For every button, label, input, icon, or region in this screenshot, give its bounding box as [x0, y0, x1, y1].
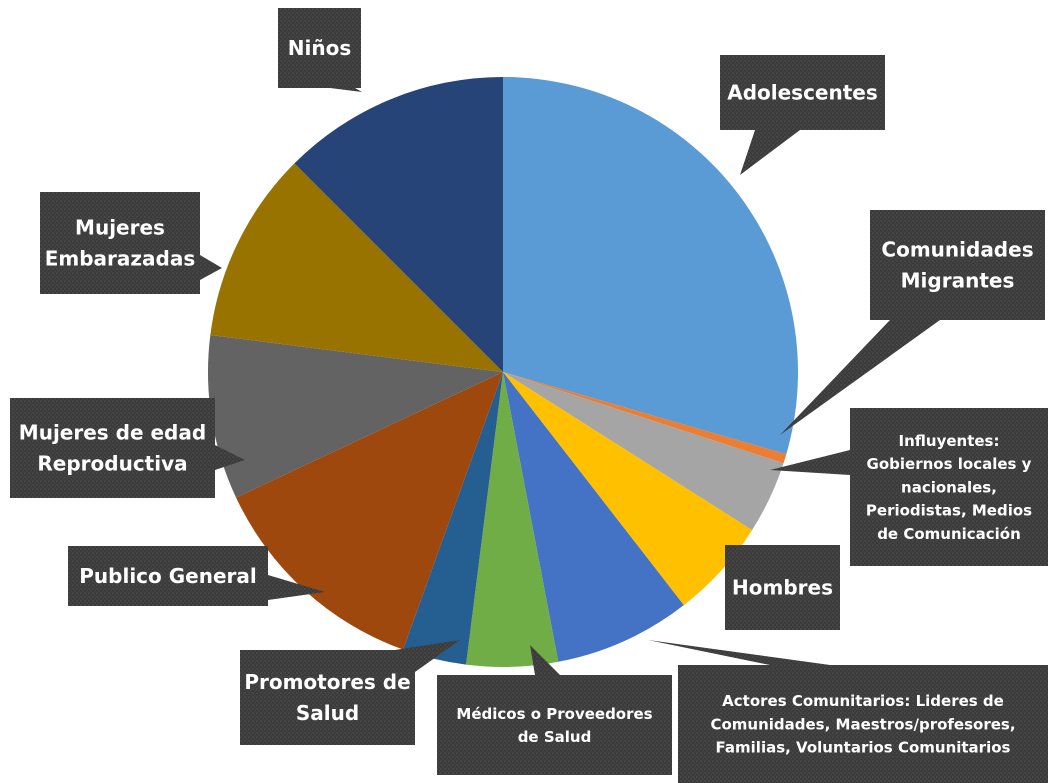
callout-text: Publico General	[79, 564, 256, 588]
pie-slice	[503, 77, 798, 455]
callout-box	[725, 545, 840, 630]
callout-box	[720, 55, 885, 130]
callout-text: de Comunicación	[877, 525, 1021, 543]
callout-text: Salud	[296, 701, 359, 725]
callout-leader	[740, 130, 800, 175]
callout-text: Gobiernos locales y	[867, 455, 1032, 473]
callout-text: Mujeres de edad	[19, 421, 206, 445]
callout-label: Hombres	[725, 545, 840, 630]
callout-box	[40, 192, 200, 294]
callout-leader	[648, 640, 830, 665]
callout-label: Niños	[278, 8, 362, 92]
callout-leader	[330, 88, 362, 92]
callout-box	[68, 546, 268, 606]
callout-leader	[215, 445, 245, 470]
callout-label: Mujeres Embarazadas	[40, 192, 222, 294]
callout-box	[678, 665, 1048, 783]
callout-text: Influyentes:	[899, 432, 1000, 450]
pie-slice	[210, 163, 503, 372]
pie-slice	[503, 372, 784, 531]
callout-text: Hombres	[732, 576, 833, 600]
callout-text: Comunidades	[881, 238, 1033, 262]
callout-label: Actores Comunitarios: Lideres de Comunida…	[648, 640, 1048, 783]
pie-slice	[503, 372, 753, 606]
pie-callouts: Adolescentes Comunidades Migrantes Influyen…	[10, 8, 1048, 783]
pie-slice	[403, 372, 503, 665]
callout-text: Comunidades, Maestros/profesores,	[710, 715, 1015, 733]
pie-slice	[466, 372, 559, 667]
callout-text: Periodistas, Medios	[866, 502, 1032, 520]
callout-text: de Salud	[518, 728, 592, 746]
callout-leader	[770, 450, 850, 475]
pie-slice	[503, 372, 684, 662]
callout-text: Reproductiva	[37, 452, 187, 476]
callout-leader	[780, 320, 940, 435]
callout-text: Mujeres	[75, 216, 165, 240]
callout-text: nacionales,	[901, 478, 997, 496]
callout-leader	[268, 575, 325, 600]
pie-slices	[208, 77, 798, 667]
callout-box	[870, 210, 1045, 320]
pie-slice	[208, 335, 504, 498]
callout-leader	[530, 645, 560, 675]
callout-label: Comunidades Migrantes	[780, 210, 1045, 435]
pie-slice	[503, 372, 787, 464]
callout-box	[278, 8, 361, 88]
callout-box	[10, 398, 215, 498]
callout-label: Influyentes: Gobiernos locales y nacionale…	[770, 408, 1048, 566]
callout-box	[437, 675, 672, 775]
callout-box	[850, 408, 1048, 566]
callout-box	[240, 650, 415, 745]
pie-slice	[294, 77, 503, 372]
pie-slice	[236, 372, 503, 650]
callout-text: Familias, Voluntarios Comunitarios	[716, 739, 1011, 757]
callout-label: Promotores de Salud	[240, 640, 460, 745]
callout-label: Adolescentes	[720, 55, 885, 175]
callout-leader	[200, 255, 222, 280]
callout-text: Niños	[288, 36, 351, 60]
callout-text: Embarazadas	[45, 247, 196, 271]
callout-label: Mujeres de edad Reproductiva	[10, 398, 245, 498]
callout-text: Adolescentes	[727, 81, 878, 105]
callout-text: Médicos o Proveedores	[456, 705, 652, 723]
callout-label: Médicos o Proveedores de Salud	[437, 645, 672, 775]
callout-text: Promotores de	[244, 670, 410, 694]
callout-label: Publico General	[68, 546, 325, 606]
callout-text: Actores Comunitarios: Lideres de	[722, 692, 1004, 710]
callout-text: Migrantes	[901, 269, 1015, 293]
